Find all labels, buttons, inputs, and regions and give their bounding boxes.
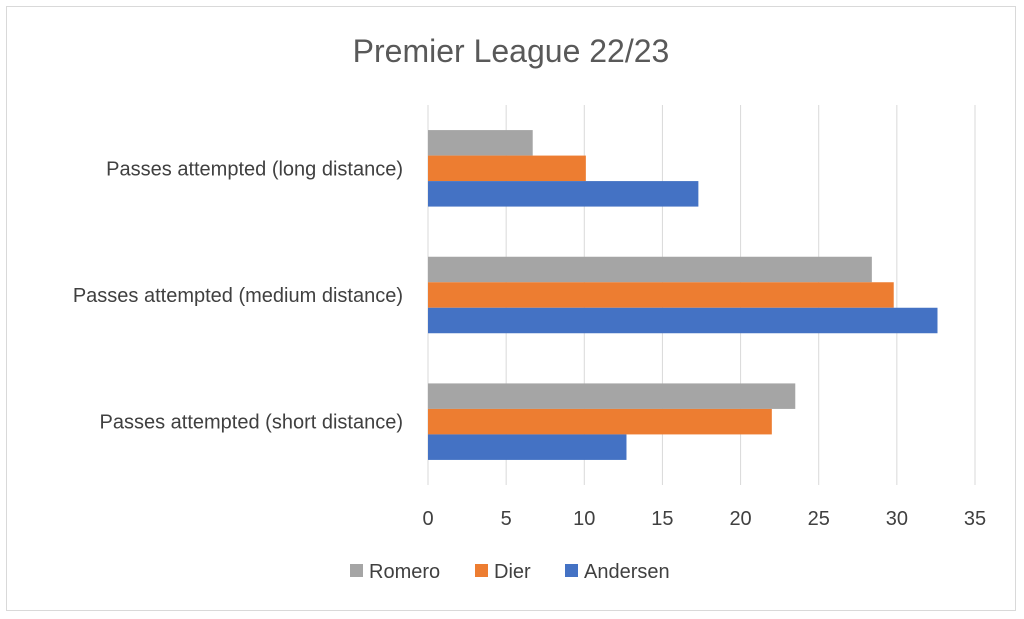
bar-andersen-0 [428, 181, 699, 207]
legend-swatch-romero [350, 564, 363, 577]
x-tick-label: 5 [501, 508, 512, 530]
x-tick-label: 25 [808, 508, 830, 530]
legend-label-andersen: Andersen [584, 561, 670, 583]
x-tick-label: 30 [886, 508, 908, 530]
x-tick-label: 10 [573, 508, 595, 530]
x-tick-label: 0 [422, 508, 433, 530]
bar-romero-2 [428, 383, 796, 409]
category-label: Passes attempted (medium distance) [73, 285, 403, 307]
legend-label-dier: Dier [494, 561, 531, 583]
bar-dier-2 [428, 408, 772, 435]
chart-title: Premier League 22/23 [353, 33, 670, 69]
bar-romero-0 [428, 130, 533, 156]
bar-andersen-1 [428, 307, 938, 334]
x-tick-label: 15 [651, 508, 673, 530]
legend: Romero Dier Andersen [350, 561, 670, 583]
bar-andersen-2 [428, 434, 627, 460]
legend-swatch-dier [475, 564, 488, 577]
bar-dier-1 [428, 282, 894, 308]
category-labels: Passes attempted (long distance) Passes a… [73, 158, 403, 433]
category-label: Passes attempted (long distance) [106, 158, 403, 180]
bar-dier-0 [428, 155, 586, 182]
x-tick-label: 20 [729, 508, 751, 530]
x-tick-label: 35 [964, 508, 986, 530]
bars [428, 130, 938, 460]
legend-swatch-andersen [565, 564, 578, 577]
bar-romero-1 [428, 256, 872, 283]
category-label: Passes attempted (short distance) [100, 412, 403, 434]
x-axis-ticks: 0 5 10 15 20 25 30 35 [422, 508, 986, 530]
legend-label-romero: Romero [369, 561, 440, 583]
